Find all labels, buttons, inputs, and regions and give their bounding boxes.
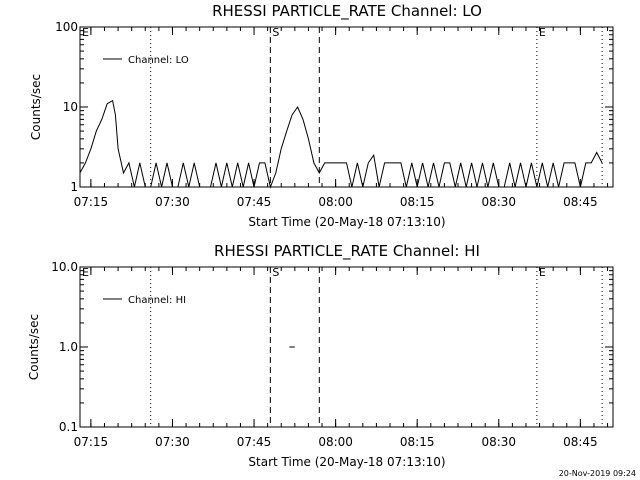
legend-label: Channel: HI bbox=[128, 295, 186, 306]
y-ticks: 0.1 1.0 10.0 bbox=[51, 260, 613, 434]
marker-label: E bbox=[539, 266, 546, 279]
x-tick-label: 08:15 bbox=[400, 435, 435, 449]
x-tick-label: 08:15 bbox=[400, 195, 435, 209]
x-tick-label: 07:15 bbox=[74, 195, 109, 209]
x-ticks: 07:15 07:30 07:45 08:00 08:15 08:30 08:45 bbox=[74, 27, 609, 209]
series-line bbox=[79, 99, 603, 189]
chart-panel-lo: RHESSI PARTICLE_RATE Channel: LO 110100 … bbox=[29, 2, 614, 229]
marker-lines bbox=[150, 267, 603, 427]
chart-title: RHESSI PARTICLE_RATE Channel: HI bbox=[214, 242, 480, 261]
y-tick-label: 10 bbox=[63, 100, 78, 114]
y-tick-label: 0.1 bbox=[59, 420, 78, 434]
legend-label: Channel: LO bbox=[128, 55, 189, 66]
chart-title: RHESSI PARTICLE_RATE Channel: LO bbox=[212, 2, 482, 21]
x-tick-label: 07:30 bbox=[155, 195, 190, 209]
x-tick-label: 08:30 bbox=[481, 195, 516, 209]
chart-panel-hi: RHESSI PARTICLE_RATE Channel: HI 0.1 1.0 1… bbox=[27, 242, 614, 469]
y-ticks: 1 10 100 bbox=[55, 20, 613, 194]
footer-timestamp: 20-Nov-2019 09:24 bbox=[559, 469, 636, 478]
x-axis-label: Start Time (20-May-18 07:13:10) bbox=[248, 215, 445, 229]
y-tick-label: 1.0 bbox=[59, 340, 78, 354]
y-axis-label: Counts/sec bbox=[27, 314, 41, 380]
y-tick-label: 1 bbox=[70, 180, 78, 194]
x-tick-label: 08:45 bbox=[563, 195, 598, 209]
legend: Channel: LO bbox=[103, 55, 189, 66]
y-tick-label: 100 bbox=[55, 20, 78, 34]
data-series bbox=[79, 99, 603, 189]
y-axis-label: Counts/sec bbox=[29, 74, 43, 140]
x-tick-label: 07:45 bbox=[237, 195, 272, 209]
x-tick-label: 08:00 bbox=[318, 435, 353, 449]
x-tick-label: 08:00 bbox=[318, 195, 353, 209]
x-ticks: 07:15 07:30 07:45 08:00 08:15 08:30 08:45 bbox=[74, 267, 609, 449]
x-axis-label: Start Time (20-May-18 07:13:10) bbox=[248, 455, 445, 469]
marker-label: S bbox=[272, 26, 279, 39]
plot-frame bbox=[79, 266, 614, 428]
marker-label: E bbox=[539, 26, 546, 39]
marker-label: S bbox=[272, 266, 279, 279]
marker-label: E bbox=[82, 266, 89, 279]
x-tick-label: 07:30 bbox=[155, 435, 190, 449]
marker-label: E bbox=[82, 26, 89, 39]
x-tick-label: 08:30 bbox=[481, 435, 516, 449]
x-tick-label: 07:45 bbox=[237, 435, 272, 449]
x-tick-label: 07:15 bbox=[74, 435, 109, 449]
y-tick-label: 10.0 bbox=[51, 260, 78, 274]
marker-lines bbox=[150, 27, 603, 187]
x-tick-label: 08:45 bbox=[563, 435, 598, 449]
legend: Channel: HI bbox=[103, 295, 186, 306]
